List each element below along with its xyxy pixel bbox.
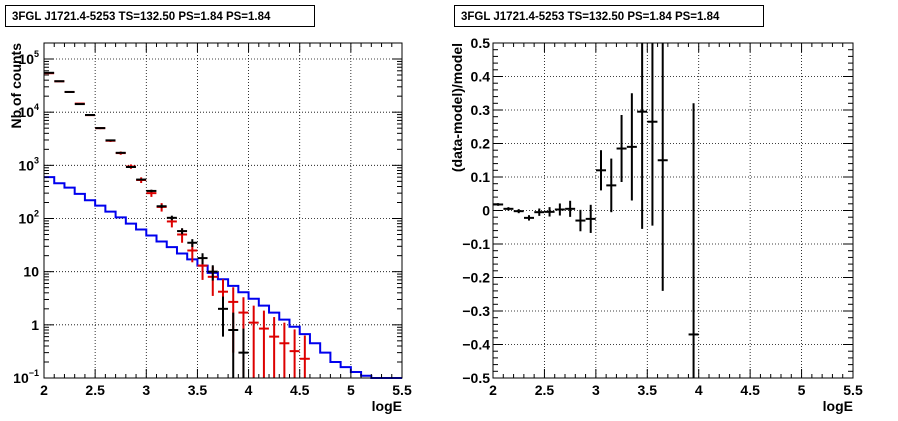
x-tick-label: 2 <box>40 382 48 398</box>
x-tick-label: 5 <box>798 382 806 398</box>
x-tick-label: 3 <box>592 382 600 398</box>
x-tick-label: 4 <box>695 382 703 398</box>
y-tick-label: 0.5 <box>471 35 491 51</box>
y-tick-exponent: 5 <box>34 49 39 59</box>
y-tick-label: 0.4 <box>471 69 491 85</box>
x-tick-label: 3.5 <box>638 382 658 398</box>
chart-title: 3FGL J1721.4-5253 TS=132.50 PS=1.84 PS=1… <box>5 5 315 27</box>
y-tick-exponent: 3 <box>34 155 39 165</box>
x-tick-label: 2.5 <box>535 382 555 398</box>
counts-chart: 2 2.5 3 3.5 4 4.5 5 5.5 10−1 1 10 102 103 104 105 logE N… <box>8 42 412 414</box>
y-tick-label: 10−1 <box>13 368 39 386</box>
x-axis-label: logE <box>372 398 402 414</box>
x-tick-label: 2 <box>489 382 497 398</box>
y-tick-label: −0.2 <box>462 270 490 286</box>
y-tick-exponent: −1 <box>29 368 39 378</box>
y-tick-label: 103 <box>18 155 39 173</box>
y-tick-label: 1 <box>31 317 39 333</box>
y-tick-label: −0.1 <box>462 236 490 252</box>
y-tick-label: −0.4 <box>462 337 490 353</box>
chart-title: 3FGL J1721.4-5253 TS=132.50 PS=1.84 PS=1… <box>454 5 764 27</box>
x-tick-label: 3 <box>142 382 150 398</box>
y-tick-label: 0.3 <box>471 102 491 118</box>
y-tick-label: 10 <box>23 264 39 280</box>
y-tick-label: −0.5 <box>462 370 490 386</box>
x-tick-label: 5.5 <box>843 382 863 398</box>
x-tick-label: 4 <box>245 382 253 398</box>
x-axis-label: logE <box>823 398 853 414</box>
y-axis-label: Nb of counts <box>8 43 24 129</box>
model-histogram-line <box>44 176 402 379</box>
y-tick-label: 0.1 <box>471 169 491 185</box>
x-tick-label: 3.5 <box>188 382 208 398</box>
left-plot-pad: 2 2.5 3 3.5 4 4.5 5 5.5 10−1 1 10 102 103 104 105 logE N… <box>5 5 412 414</box>
x-tick-label: 5 <box>347 382 355 398</box>
plot-frame <box>43 42 403 379</box>
residual-chart: 2 2.5 3 3.5 4 4.5 5 5.5 −0.5 −0.4 −0.3 −0.2 −0.1 0 0.1… <box>449 35 863 414</box>
y-tick-label: −0.3 <box>462 303 490 319</box>
y-tick-label: 104 <box>18 102 39 120</box>
y-tick-label: 0 <box>482 203 490 219</box>
x-tick-label: 2.5 <box>85 382 105 398</box>
x-tick-label: 5.5 <box>392 382 412 398</box>
x-tick-label: 4.5 <box>740 382 760 398</box>
y-tick-label: 102 <box>18 209 39 227</box>
y-axis-label: (data-model)/model <box>449 43 465 172</box>
y-tick-exponent: 2 <box>34 209 39 219</box>
x-tick-label: 4.5 <box>290 382 310 398</box>
y-tick-exponent: 4 <box>34 102 39 112</box>
y-tick-label: 105 <box>18 49 39 67</box>
right-plot-pad: 2 2.5 3 3.5 4 4.5 5 5.5 −0.5 −0.4 −0.3 −0.2 −0.1 0 0.1… <box>449 0 898 421</box>
y-tick-label: 0.2 <box>471 136 491 152</box>
